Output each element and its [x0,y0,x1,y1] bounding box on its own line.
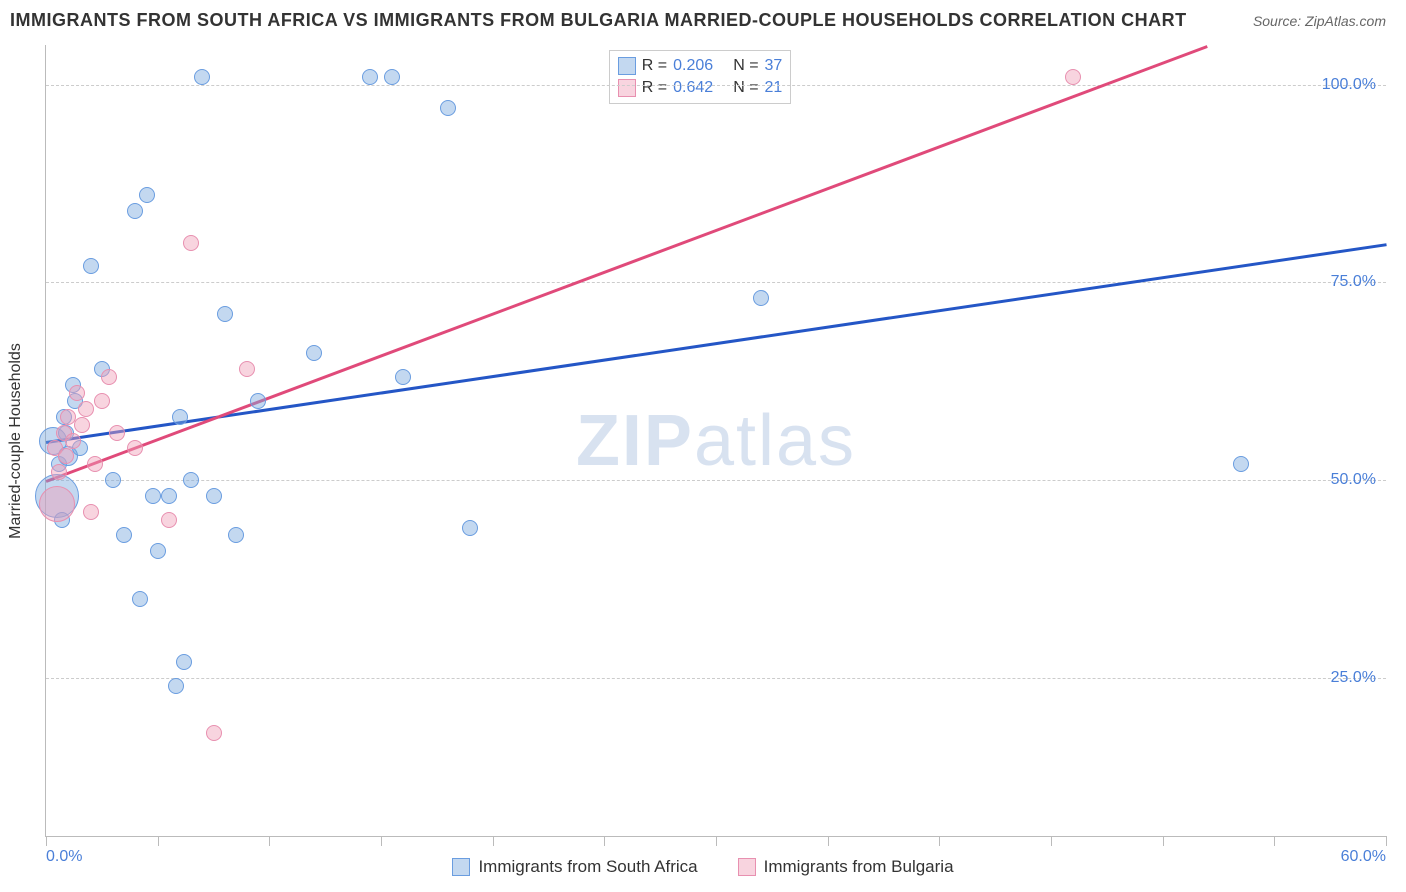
data-point [94,393,110,409]
data-point [1233,456,1249,472]
data-point [440,100,456,116]
data-point [183,472,199,488]
x-tick [381,836,382,846]
legend-swatch [618,79,636,97]
data-point [101,369,117,385]
chart-title: IMMIGRANTS FROM SOUTH AFRICA VS IMMIGRAN… [10,10,1187,31]
data-point [145,488,161,504]
data-point [161,512,177,528]
n-label: N = [733,79,758,97]
data-point [206,488,222,504]
data-point [105,472,121,488]
gridline [46,282,1386,283]
data-point [183,235,199,251]
x-tick [939,836,940,846]
data-point [127,440,143,456]
data-point [39,486,75,522]
series-legend: Immigrants from South Africa Immigrants f… [0,857,1406,877]
data-point [132,591,148,607]
data-point [161,488,177,504]
data-point [69,385,85,401]
data-point [83,504,99,520]
x-tick [158,836,159,846]
n-label: N = [733,57,758,75]
y-tick-label: 100.0% [1322,76,1376,94]
y-tick-label: 75.0% [1331,273,1376,291]
r-value: 0.642 [673,79,713,97]
x-tick [493,836,494,846]
gridline [46,678,1386,679]
legend-row: R = 0.642 N = 21 [618,77,783,99]
data-point [395,369,411,385]
y-axis-label: Married-couple Households [7,343,25,539]
data-point [65,433,81,449]
legend-item: Immigrants from Bulgaria [738,857,954,877]
data-point [206,725,222,741]
data-point [150,543,166,559]
data-point [109,425,125,441]
x-tick [1274,836,1275,846]
y-tick-label: 25.0% [1331,669,1376,687]
legend-label: Immigrants from South Africa [478,857,697,877]
n-value: 37 [765,57,783,75]
data-point [384,69,400,85]
gridline [46,85,1386,86]
r-value: 0.206 [673,57,713,75]
legend-label: Immigrants from Bulgaria [764,857,954,877]
n-value: 21 [765,79,783,97]
chart-plot-area: ZIPatlas Married-couple Households R = 0… [45,45,1386,837]
data-point [83,258,99,274]
gridline [46,480,1386,481]
data-point [87,456,103,472]
data-point [74,417,90,433]
x-tick [269,836,270,846]
data-point [139,187,155,203]
data-point [51,464,67,480]
legend-swatch [738,858,756,876]
x-tick [1163,836,1164,846]
x-tick [46,836,47,846]
data-point [462,520,478,536]
x-tick [716,836,717,846]
r-label: R = [642,79,667,97]
y-tick-label: 50.0% [1331,471,1376,489]
legend-swatch [618,57,636,75]
data-point [228,527,244,543]
source-label: Source: ZipAtlas.com [1253,13,1386,29]
data-point [172,409,188,425]
x-tick [828,836,829,846]
x-tick [1386,836,1387,846]
data-point [753,290,769,306]
data-point [217,306,233,322]
data-point [168,678,184,694]
x-tick [1051,836,1052,846]
data-point [176,654,192,670]
legend-swatch [452,858,470,876]
data-point [239,361,255,377]
data-point [58,448,74,464]
trend-line [46,243,1386,443]
data-point [306,345,322,361]
x-tick [604,836,605,846]
data-point [1065,69,1081,85]
data-point [250,393,266,409]
data-point [78,401,94,417]
data-point [362,69,378,85]
legend-row: R = 0.206 N = 37 [618,55,783,77]
watermark: ZIPatlas [576,400,856,482]
correlation-legend: R = 0.206 N = 37 R = 0.642 N = 21 [609,50,792,104]
data-point [116,527,132,543]
legend-item: Immigrants from South Africa [452,857,697,877]
r-label: R = [642,57,667,75]
trend-line [46,45,1208,482]
data-point [194,69,210,85]
data-point [127,203,143,219]
